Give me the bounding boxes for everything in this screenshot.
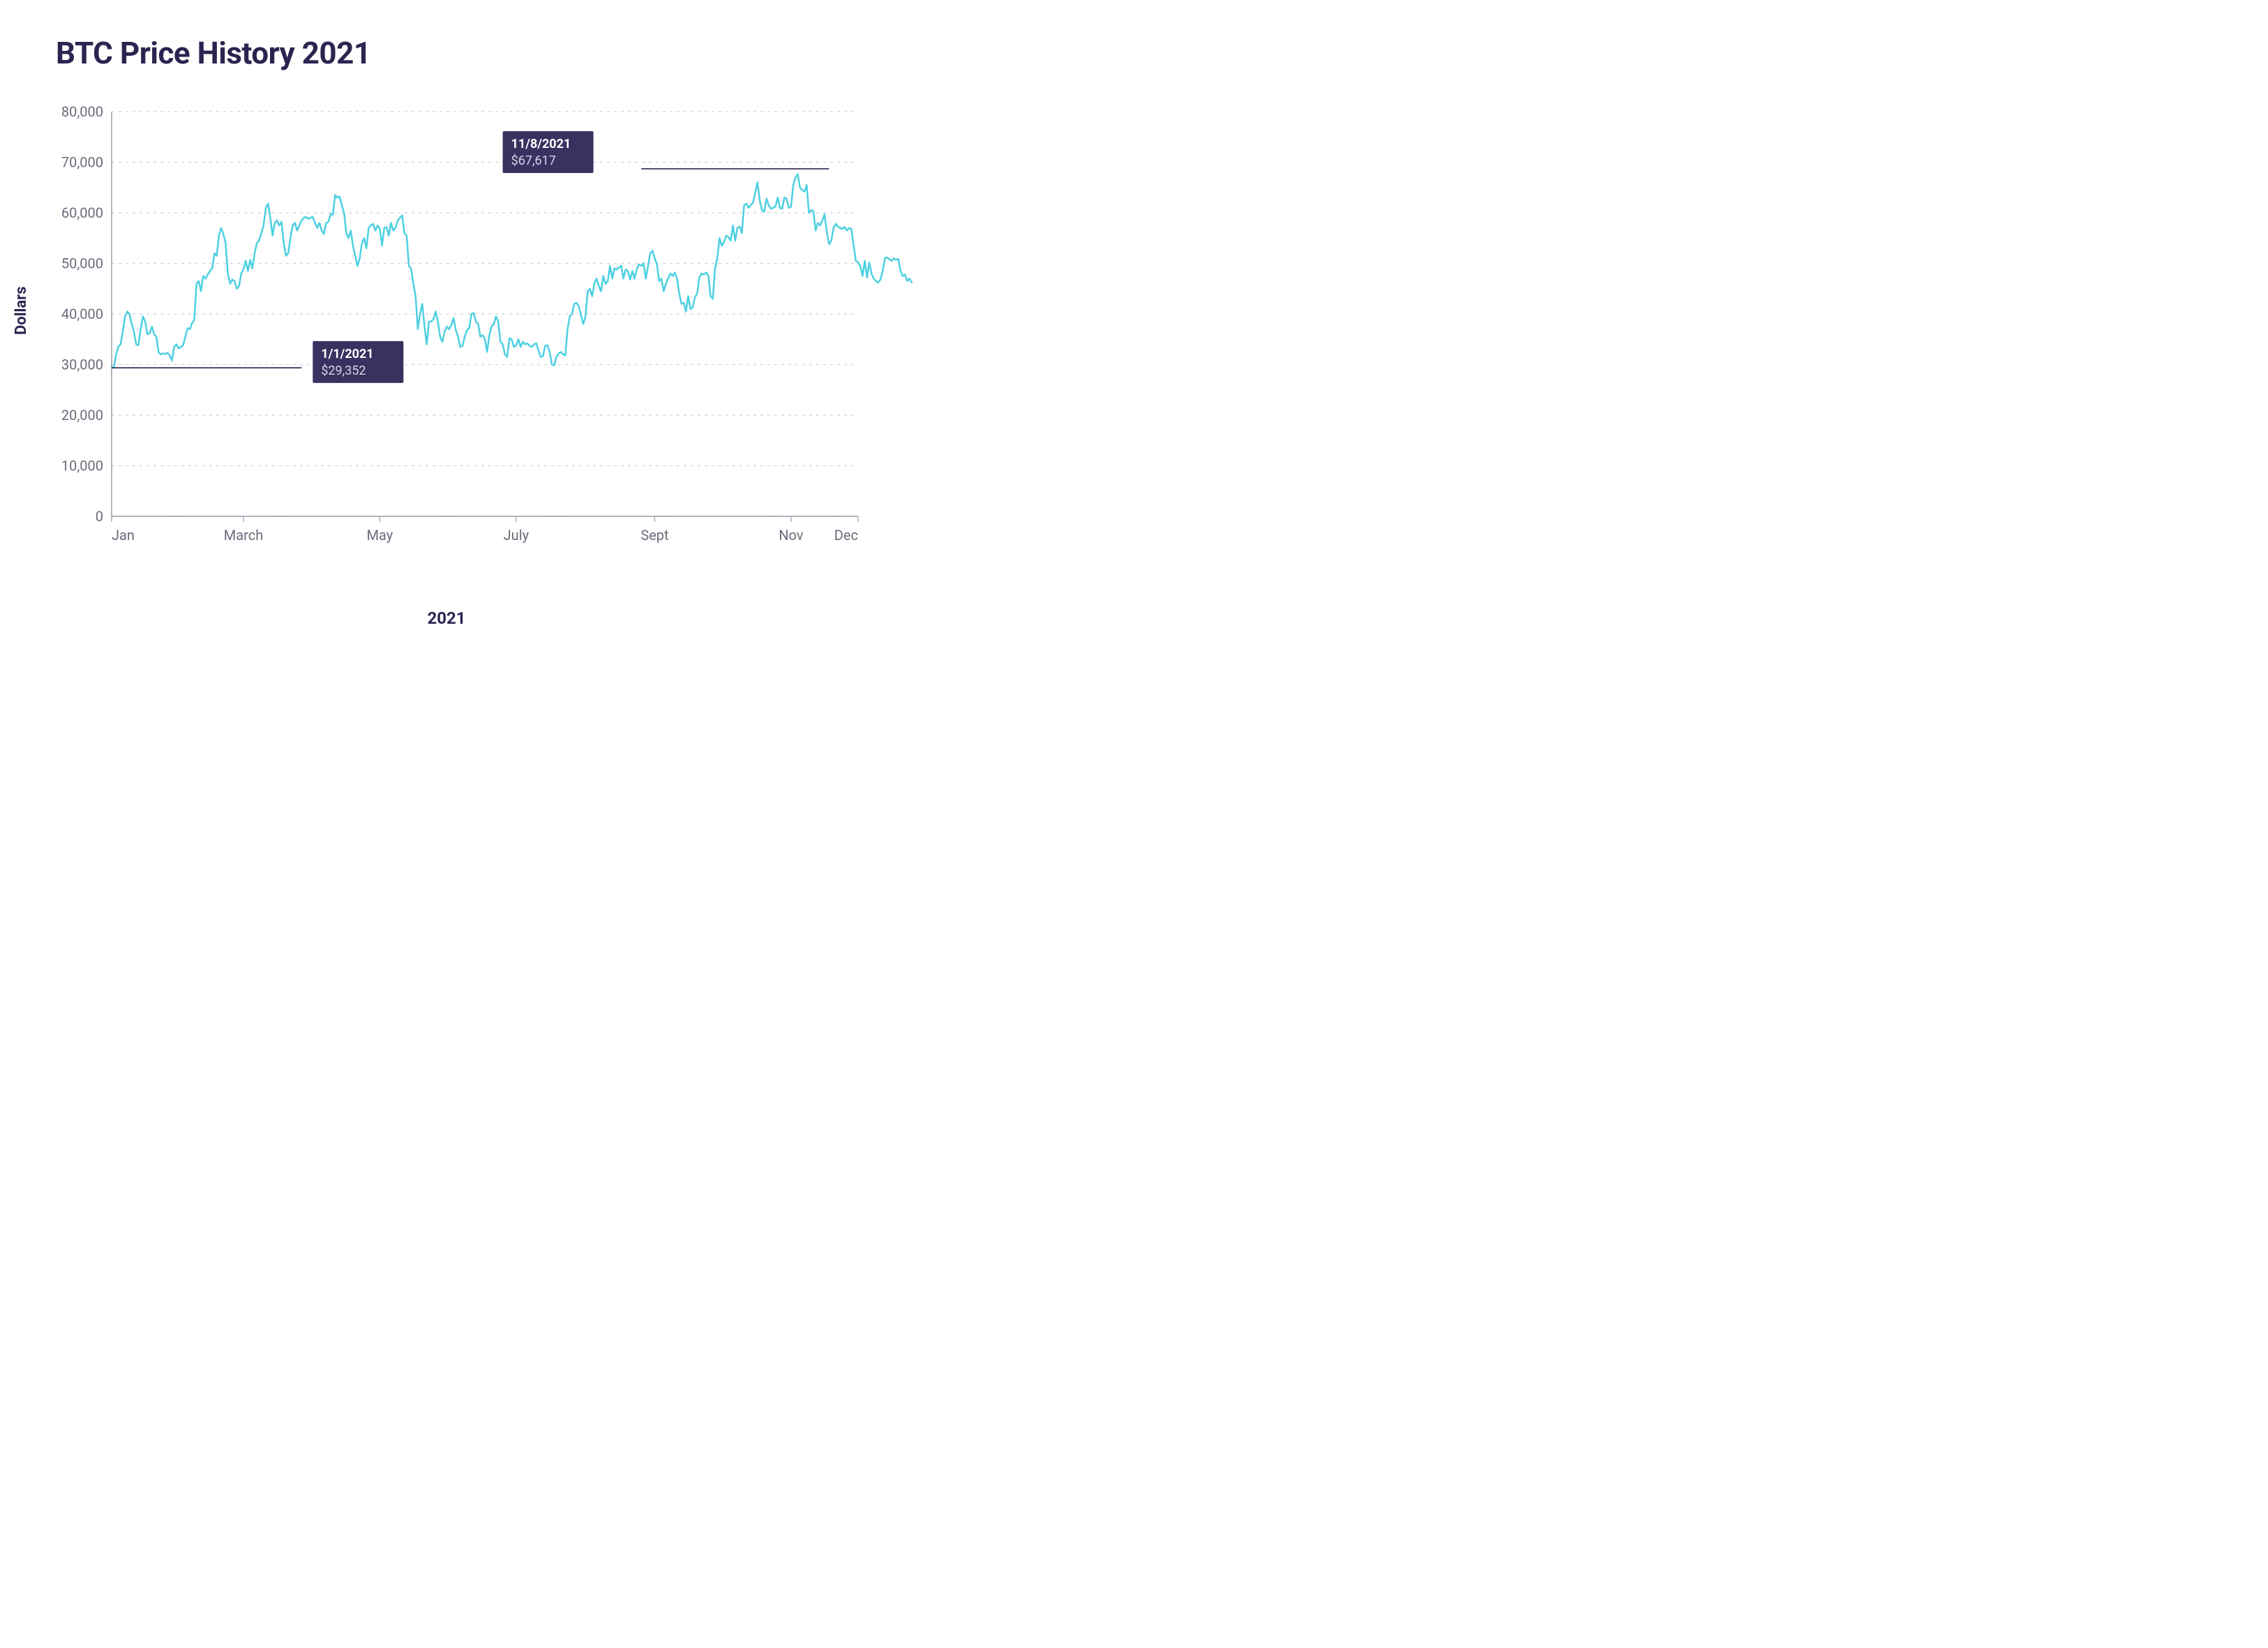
svg-text:70,000: 70,000 (61, 154, 103, 171)
y-axis-label: Dollars (13, 287, 30, 336)
svg-text:March: March (224, 527, 263, 544)
x-tick: July (504, 527, 530, 544)
svg-text:60,000: 60,000 (61, 204, 103, 221)
y-tick: 60,000 (61, 204, 103, 221)
y-tick: 10,000 (61, 458, 103, 474)
svg-text:0: 0 (96, 508, 103, 525)
y-tick: 50,000 (61, 255, 103, 272)
chart-title: BTC Price History 2021 (56, 35, 371, 71)
svg-text:Sept: Sept (640, 527, 668, 544)
svg-text:50,000: 50,000 (61, 255, 103, 272)
y-tick: 40,000 (61, 306, 103, 322)
chart-page: BTC Price History 2021 Dollars 0 10,000 20… (0, 0, 893, 649)
x-tick: Jan (112, 527, 135, 544)
svg-text:Dec: Dec (834, 527, 858, 544)
svg-text:Jan: Jan (112, 527, 135, 544)
svg-text:10,000: 10,000 (61, 458, 103, 474)
y-tick: 0 (96, 508, 103, 525)
svg-text:20,000: 20,000 (61, 407, 103, 424)
svg-text:40,000: 40,000 (61, 306, 103, 322)
svg-text:30,000: 30,000 (61, 357, 103, 373)
price-line (112, 174, 912, 368)
callout-value: $29,352 (321, 364, 366, 378)
x-axis-label: 2021 (0, 608, 893, 628)
price-line-chart: 0 10,000 20,000 30,000 40,000 50,000 60,000 70,… (56, 105, 865, 565)
y-tick: 20,000 (61, 407, 103, 424)
svg-text:80,000: 80,000 (61, 103, 103, 120)
y-tick: 70,000 (61, 154, 103, 171)
y-tick: 30,000 (61, 357, 103, 373)
chart-container: 0 10,000 20,000 30,000 40,000 50,000 60,000 70,… (56, 105, 865, 565)
x-tick: Dec (834, 527, 858, 544)
callout-box-group: 11/8/2021 $67,617 (503, 131, 594, 173)
callout-box-group: 1/1/2021 $29,352 (313, 341, 403, 383)
svg-text:Nov: Nov (779, 527, 804, 544)
callout-value: $67,617 (511, 153, 556, 168)
svg-text:July: July (504, 527, 530, 544)
x-tick: March (224, 527, 263, 544)
x-tick: Sept (640, 527, 668, 544)
y-tick: 80,000 (61, 103, 103, 120)
x-tick: Nov (779, 527, 804, 544)
x-tick: May (367, 527, 393, 544)
callout-date: 1/1/2021 (321, 347, 373, 361)
svg-text:May: May (367, 527, 393, 544)
callout-date: 11/8/2021 (511, 137, 571, 151)
